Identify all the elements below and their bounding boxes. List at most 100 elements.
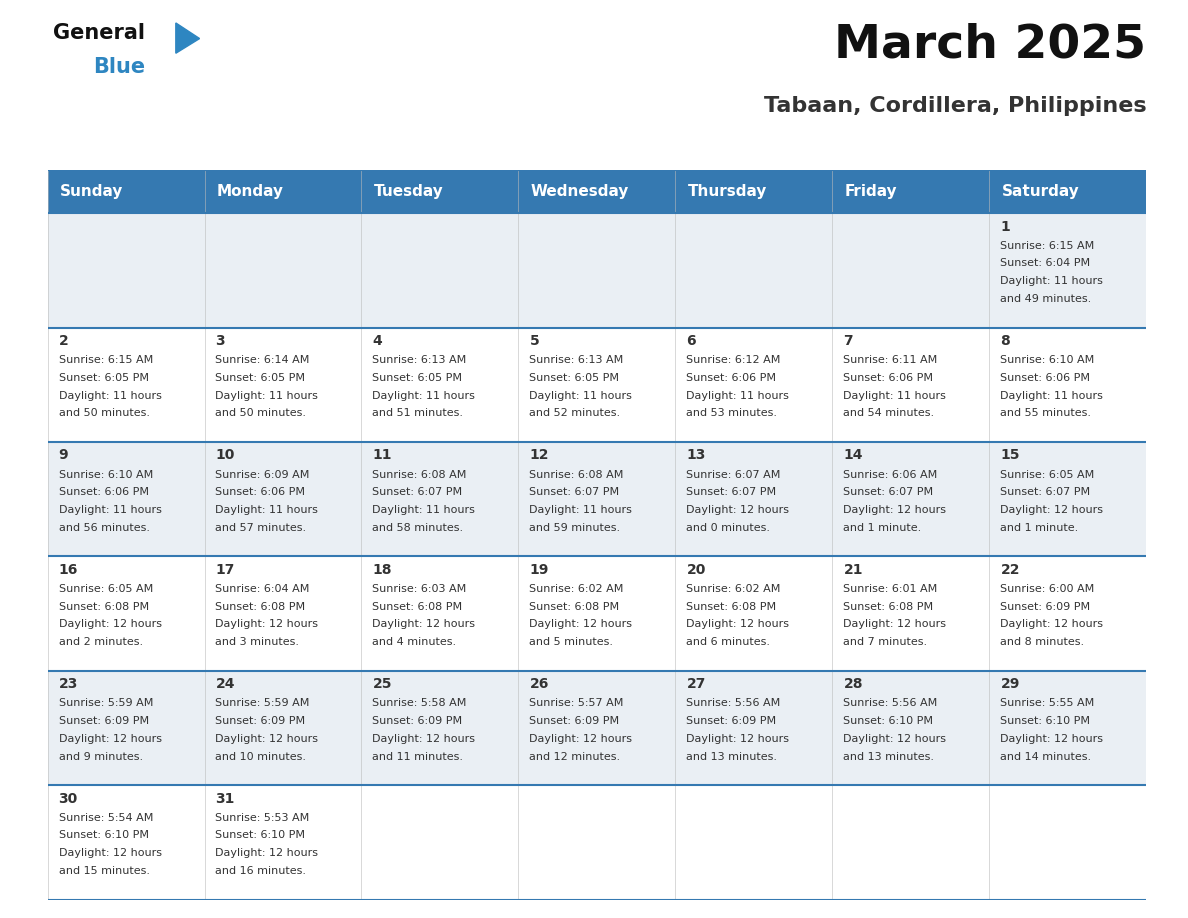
Text: 14: 14 <box>843 448 862 463</box>
Text: Sunset: 6:06 PM: Sunset: 6:06 PM <box>1000 373 1091 383</box>
Text: Daylight: 11 hours: Daylight: 11 hours <box>843 390 947 400</box>
Text: 18: 18 <box>373 563 392 577</box>
Text: 6: 6 <box>687 334 696 348</box>
Text: 4: 4 <box>373 334 383 348</box>
Bar <box>361 785 518 900</box>
Text: Sunrise: 5:55 AM: Sunrise: 5:55 AM <box>1000 699 1094 709</box>
Text: Sunrise: 6:14 AM: Sunrise: 6:14 AM <box>215 355 310 365</box>
Text: Sunrise: 5:54 AM: Sunrise: 5:54 AM <box>58 812 153 823</box>
Text: and 10 minutes.: and 10 minutes. <box>215 752 307 762</box>
Text: and 14 minutes.: and 14 minutes. <box>1000 752 1092 762</box>
Text: Daylight: 11 hours: Daylight: 11 hours <box>373 390 475 400</box>
Bar <box>990 213 1146 328</box>
Text: and 3 minutes.: and 3 minutes. <box>215 637 299 647</box>
Text: Sunset: 6:08 PM: Sunset: 6:08 PM <box>530 601 620 611</box>
Text: and 6 minutes.: and 6 minutes. <box>687 637 771 647</box>
Text: Tuesday: Tuesday <box>374 185 444 199</box>
Text: Daylight: 12 hours: Daylight: 12 hours <box>843 733 947 744</box>
Text: Daylight: 12 hours: Daylight: 12 hours <box>843 620 947 630</box>
Text: Daylight: 12 hours: Daylight: 12 hours <box>58 848 162 858</box>
Text: Daylight: 11 hours: Daylight: 11 hours <box>58 390 162 400</box>
Text: 15: 15 <box>1000 448 1020 463</box>
Text: and 7 minutes.: and 7 minutes. <box>843 637 928 647</box>
Text: Wednesday: Wednesday <box>531 185 630 199</box>
Text: Sunrise: 6:05 AM: Sunrise: 6:05 AM <box>58 584 153 594</box>
Text: Sunset: 6:10 PM: Sunset: 6:10 PM <box>843 716 934 726</box>
Text: 7: 7 <box>843 334 853 348</box>
Bar <box>518 213 676 328</box>
Text: Sunset: 6:09 PM: Sunset: 6:09 PM <box>58 716 148 726</box>
Text: Sunset: 6:05 PM: Sunset: 6:05 PM <box>215 373 305 383</box>
Bar <box>833 671 990 785</box>
Text: 27: 27 <box>687 677 706 691</box>
Bar <box>518 671 676 785</box>
Text: Monday: Monday <box>217 185 284 199</box>
Bar <box>204 556 361 671</box>
Text: Sunrise: 6:08 AM: Sunrise: 6:08 AM <box>530 469 624 479</box>
Bar <box>48 785 204 900</box>
Text: General: General <box>53 23 145 43</box>
Bar <box>676 556 833 671</box>
Text: and 57 minutes.: and 57 minutes. <box>215 522 307 532</box>
Text: Daylight: 12 hours: Daylight: 12 hours <box>1000 733 1104 744</box>
Text: Sunset: 6:07 PM: Sunset: 6:07 PM <box>1000 487 1091 498</box>
Text: and 11 minutes.: and 11 minutes. <box>373 752 463 762</box>
Bar <box>204 170 361 213</box>
Text: Tabaan, Cordillera, Philippines: Tabaan, Cordillera, Philippines <box>764 96 1146 117</box>
Text: Sunset: 6:05 PM: Sunset: 6:05 PM <box>58 373 148 383</box>
Text: 9: 9 <box>58 448 68 463</box>
Text: Sunrise: 6:12 AM: Sunrise: 6:12 AM <box>687 355 781 365</box>
Bar <box>48 671 204 785</box>
Bar <box>48 442 204 556</box>
Bar <box>48 556 204 671</box>
Text: Daylight: 12 hours: Daylight: 12 hours <box>58 620 162 630</box>
Text: Daylight: 12 hours: Daylight: 12 hours <box>373 733 475 744</box>
Text: Sunrise: 5:58 AM: Sunrise: 5:58 AM <box>373 699 467 709</box>
Text: Blue: Blue <box>93 57 145 77</box>
Text: Sunrise: 6:05 AM: Sunrise: 6:05 AM <box>1000 469 1094 479</box>
Text: and 13 minutes.: and 13 minutes. <box>843 752 935 762</box>
Text: and 13 minutes.: and 13 minutes. <box>687 752 777 762</box>
Text: 28: 28 <box>843 677 862 691</box>
Text: and 5 minutes.: and 5 minutes. <box>530 637 613 647</box>
Bar <box>990 671 1146 785</box>
Text: and 9 minutes.: and 9 minutes. <box>58 752 143 762</box>
Text: Sunset: 6:07 PM: Sunset: 6:07 PM <box>687 487 777 498</box>
Text: 22: 22 <box>1000 563 1020 577</box>
Text: Daylight: 12 hours: Daylight: 12 hours <box>530 620 632 630</box>
Text: Daylight: 12 hours: Daylight: 12 hours <box>687 620 790 630</box>
Text: Daylight: 12 hours: Daylight: 12 hours <box>1000 505 1104 515</box>
Text: and 4 minutes.: and 4 minutes. <box>373 637 456 647</box>
Text: Daylight: 12 hours: Daylight: 12 hours <box>215 848 318 858</box>
Bar <box>204 442 361 556</box>
Text: Sunset: 6:08 PM: Sunset: 6:08 PM <box>58 601 148 611</box>
Text: and 55 minutes.: and 55 minutes. <box>1000 409 1092 419</box>
Text: Sunrise: 6:03 AM: Sunrise: 6:03 AM <box>373 584 467 594</box>
Text: Sunset: 6:10 PM: Sunset: 6:10 PM <box>215 831 305 841</box>
Text: and 1 minute.: and 1 minute. <box>1000 522 1079 532</box>
Text: Friday: Friday <box>845 185 898 199</box>
Bar <box>833 556 990 671</box>
Text: Sunrise: 5:53 AM: Sunrise: 5:53 AM <box>215 812 310 823</box>
Text: Sunrise: 5:57 AM: Sunrise: 5:57 AM <box>530 699 624 709</box>
Bar <box>676 170 833 213</box>
Text: Sunrise: 5:56 AM: Sunrise: 5:56 AM <box>843 699 937 709</box>
Text: Sunset: 6:05 PM: Sunset: 6:05 PM <box>530 373 619 383</box>
Bar <box>48 328 204 442</box>
Text: Sunrise: 6:11 AM: Sunrise: 6:11 AM <box>843 355 937 365</box>
Bar <box>990 556 1146 671</box>
Bar <box>676 785 833 900</box>
Text: Sunrise: 6:04 AM: Sunrise: 6:04 AM <box>215 584 310 594</box>
Text: and 8 minutes.: and 8 minutes. <box>1000 637 1085 647</box>
Bar <box>833 785 990 900</box>
Text: Sunday: Sunday <box>61 185 124 199</box>
Text: Sunrise: 5:59 AM: Sunrise: 5:59 AM <box>215 699 310 709</box>
Text: 20: 20 <box>687 563 706 577</box>
Text: and 53 minutes.: and 53 minutes. <box>687 409 777 419</box>
Bar <box>361 170 518 213</box>
Text: 25: 25 <box>373 677 392 691</box>
Text: Sunrise: 6:10 AM: Sunrise: 6:10 AM <box>1000 355 1094 365</box>
Text: 11: 11 <box>373 448 392 463</box>
Text: Daylight: 11 hours: Daylight: 11 hours <box>215 505 318 515</box>
Text: Sunset: 6:06 PM: Sunset: 6:06 PM <box>843 373 934 383</box>
